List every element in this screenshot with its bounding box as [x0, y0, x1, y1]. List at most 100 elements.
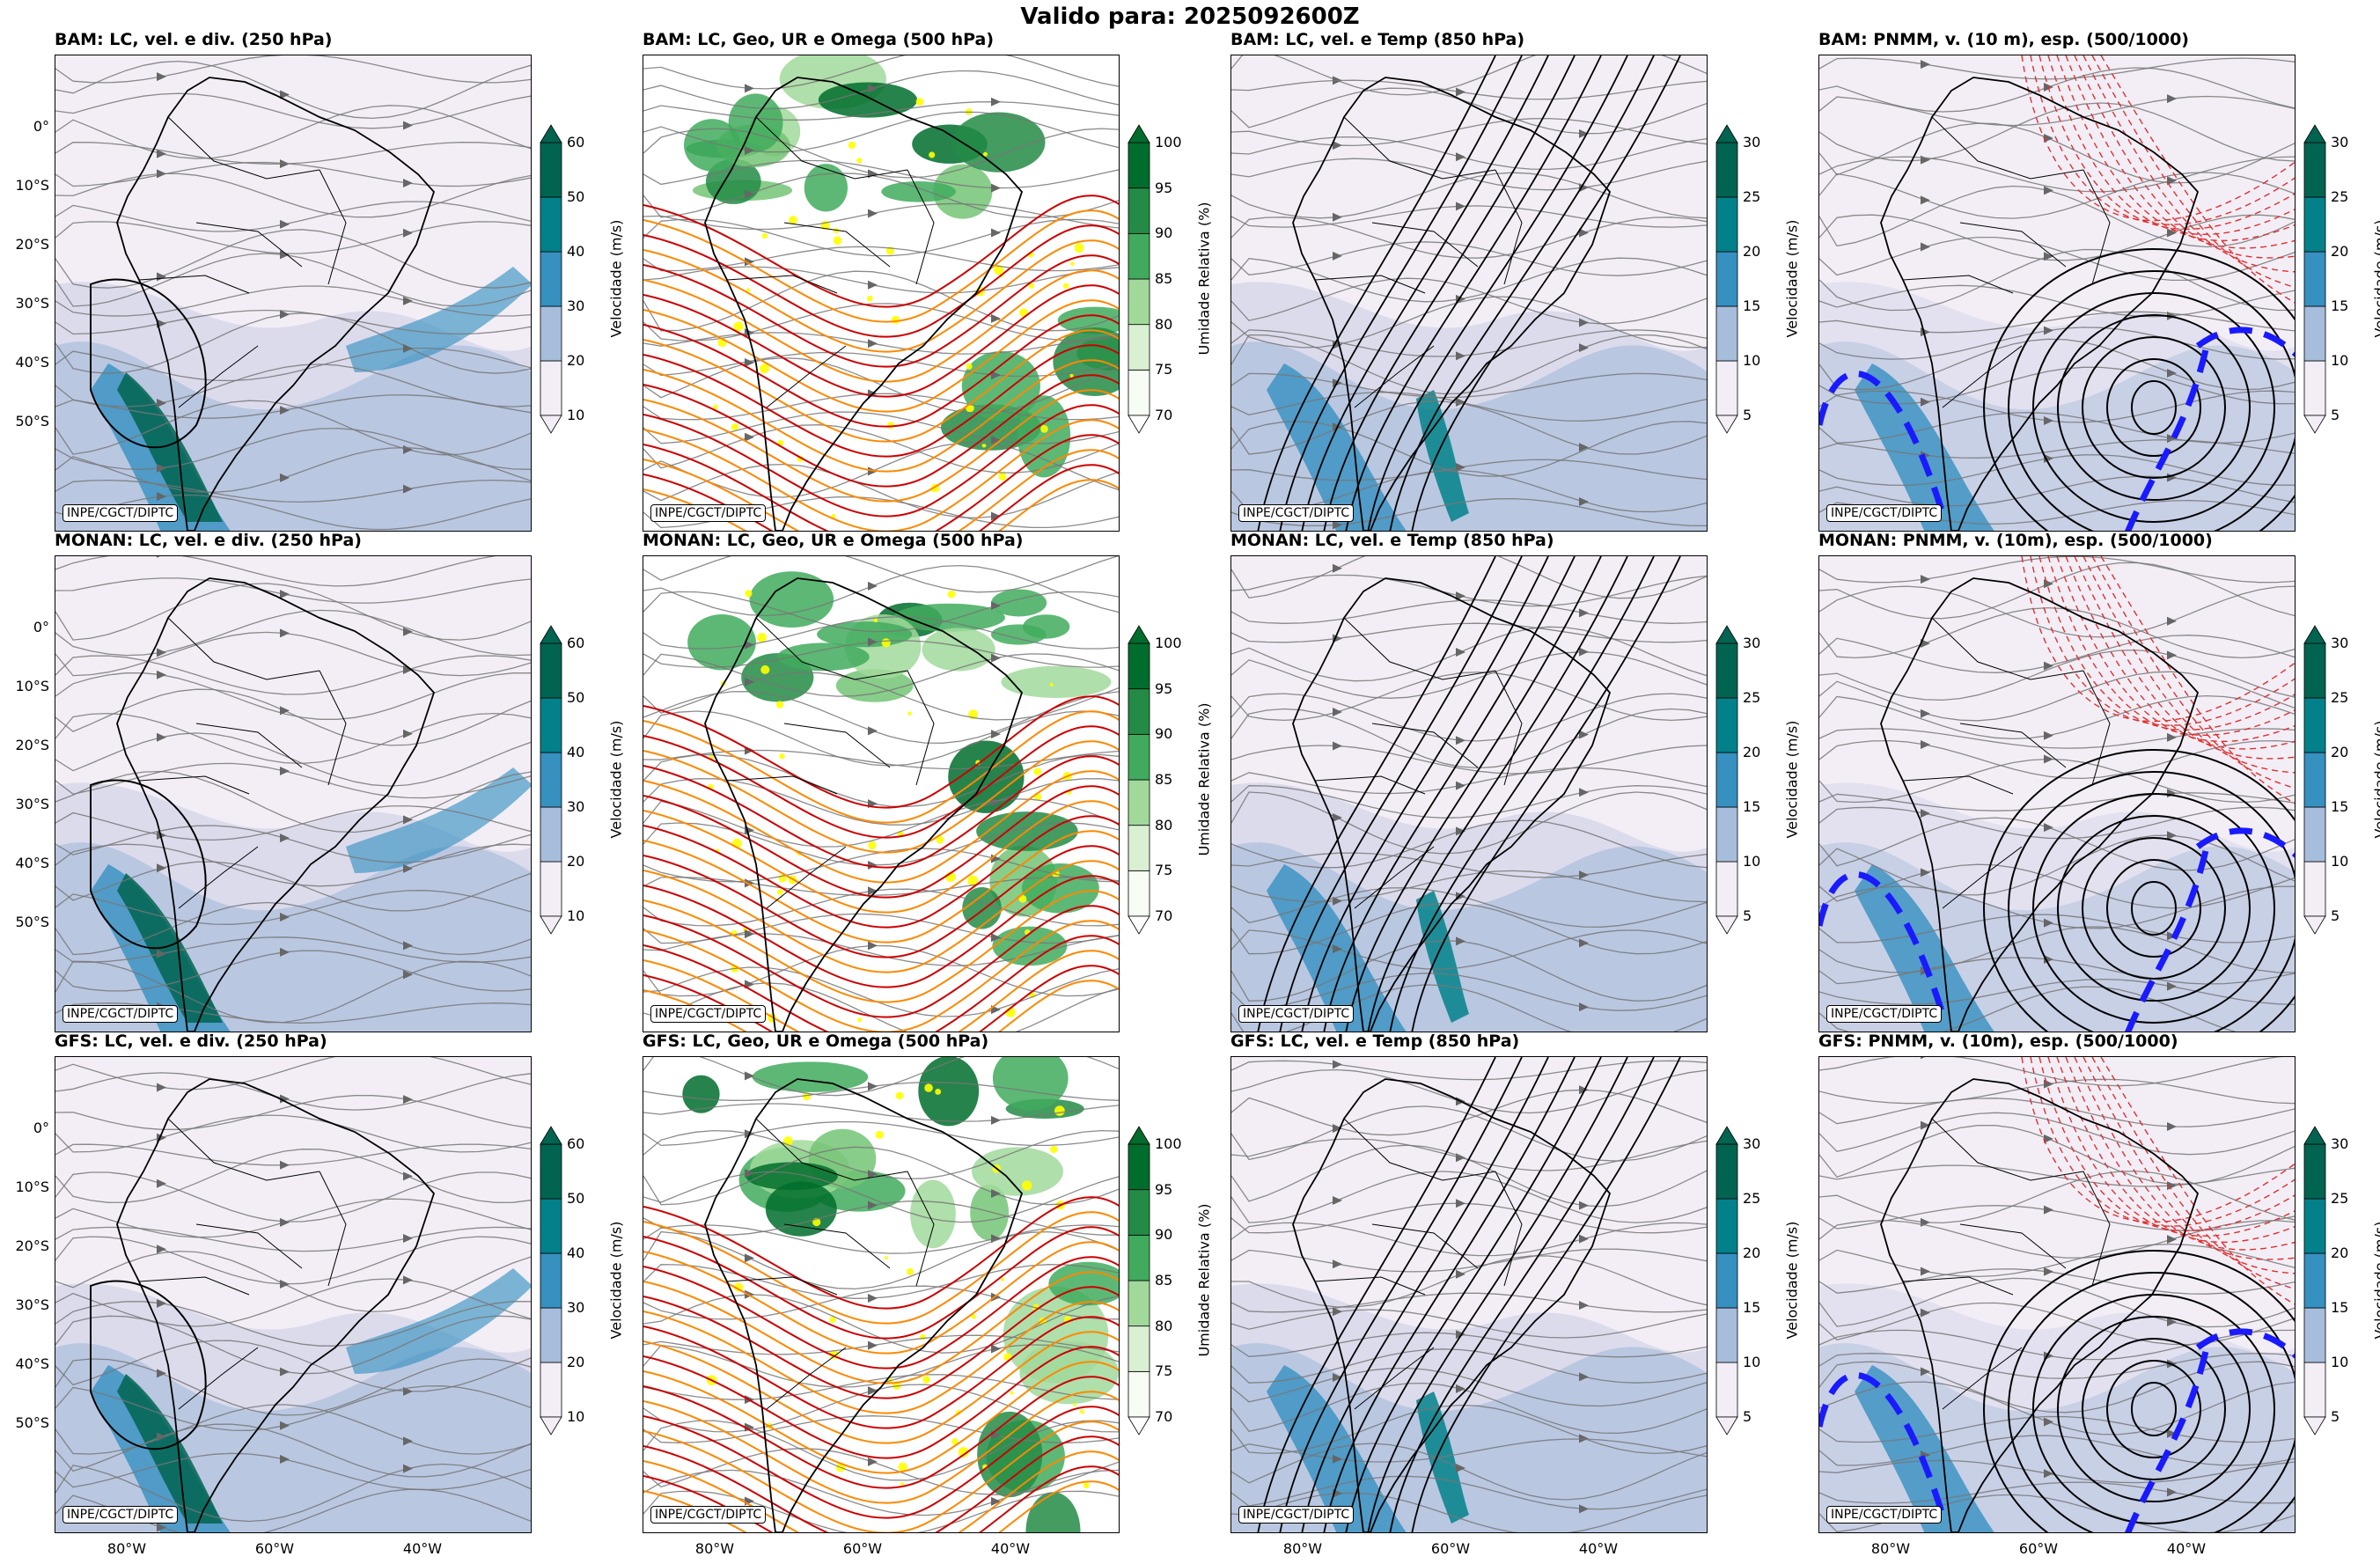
credit-label: INPE/CGCT/DIPTC [650, 504, 767, 522]
temperature-contour [1389, 55, 1655, 531]
thickness-5460-line [1819, 827, 2295, 1032]
streamline [55, 253, 531, 307]
streamline [643, 933, 1119, 966]
streamline-arrow [1579, 343, 1589, 353]
colorbar-segment [1715, 1307, 1738, 1363]
streamline-arrow [1921, 60, 1930, 70]
streamline [1819, 926, 2295, 973]
panel-title: MONAN: LC, vel. e div. (250 hPa) [55, 531, 362, 550]
colorbar-tick-label: 90 [1155, 224, 1173, 242]
coastline [1292, 77, 1612, 531]
colorbar-label: Umidade Relativa (%) [1195, 1203, 1213, 1357]
streamline-arrow [157, 1369, 166, 1378]
colorbar-tick-label: 20 [2331, 243, 2349, 260]
country-border [138, 275, 250, 294]
colorbar-extend-max [1128, 1126, 1150, 1145]
streamline-arrow [157, 949, 166, 958]
streamline [1231, 1255, 1707, 1308]
streamline [1819, 1277, 2295, 1328]
streamline-arrow [745, 1253, 754, 1263]
longitude-tick-label: 80°W [1870, 1540, 1911, 1557]
longitude-tick-label: 40°W [1578, 1540, 1619, 1557]
streamline-arrow [157, 648, 166, 657]
country-border [1371, 222, 1479, 268]
geopotential-contour [643, 479, 1119, 531]
streamline [55, 672, 531, 720]
country-border [319, 1171, 347, 1287]
latitude-tick-label: 50°S [15, 413, 49, 430]
colorbar-label: Velocidade (m/s) [1783, 219, 1801, 338]
panel-title: GFS: LC, vel. e Temp (850 hPa) [1230, 1032, 1520, 1051]
geopotential-contour [643, 1331, 1119, 1444]
streamline [1231, 1443, 1707, 1501]
streamline [55, 221, 531, 254]
streamline [643, 691, 1119, 744]
temperature-contour [1279, 55, 1523, 531]
streamline [1819, 1268, 2295, 1295]
temperature-contour [1323, 1057, 1576, 1532]
colorbar-segment [540, 752, 562, 808]
streamline [1819, 1415, 2295, 1443]
colorbar-extend-min [1128, 1416, 1150, 1436]
streamline-arrow [1921, 397, 1930, 407]
colorbar-segment [540, 1307, 562, 1363]
colorbar-tick-label: 5 [2331, 1408, 2340, 1425]
streamline-arrow [403, 178, 413, 187]
streamline-arrow [2167, 176, 2177, 186]
temperature-contour [1367, 556, 1628, 1032]
streamline [55, 825, 531, 863]
longitude-tick-label: 80°W [694, 1540, 735, 1557]
colorbar-tick-label: 30 [567, 297, 585, 314]
streamline-arrow [280, 766, 290, 775]
streamline-arrow [403, 1275, 413, 1285]
streamline-arrow [1456, 591, 1465, 601]
thickness-contour [2065, 55, 2295, 249]
latitude-tick-label: 0° [33, 1120, 49, 1136]
colorbar-label: Velocidade (m/s) [2371, 1221, 2380, 1340]
country-border [1942, 846, 2023, 909]
credit-label: INPE/CGCT/DIPTC [62, 1005, 179, 1023]
streamline [1231, 459, 1707, 481]
streamline-arrow [157, 72, 166, 82]
latitude-tick-label: 20°S [15, 1237, 49, 1254]
colorbar-tick-label: 80 [1155, 1317, 1173, 1334]
streamline-arrow [280, 706, 290, 716]
country-border [195, 222, 303, 268]
streamline-arrow [745, 1169, 754, 1179]
colorbar-label: Umidade Relativa (%) [1195, 702, 1213, 856]
streamline-arrow [1921, 575, 1930, 584]
streamline [55, 631, 531, 677]
streamline-arrow [868, 886, 878, 896]
panel-title: BAM: LC, vel. e div. (250 hPa) [55, 30, 333, 49]
colorbar-tick-label: 70 [1155, 907, 1173, 924]
streamline [643, 173, 1119, 218]
streamline [55, 1404, 531, 1455]
streamline-arrow [1333, 944, 1342, 954]
streamline-arrow [1579, 1201, 1589, 1210]
thickness-contour [2091, 556, 2295, 789]
map-panel-monan-250: INPE/CGCT/DIPTC [55, 555, 532, 1032]
streamline-arrow [403, 484, 413, 494]
temperature-contour [1257, 556, 1496, 1032]
latitude-tick-label: 10°S [15, 678, 49, 694]
streamline [1231, 334, 1707, 395]
geopotential-contour [643, 920, 1119, 1032]
streamline-arrow [1333, 1123, 1342, 1133]
colorbar-segment [540, 1362, 562, 1418]
geopotential-contour [643, 935, 1119, 1032]
colorbar-extend-max [2303, 124, 2326, 143]
streamline [1819, 95, 2295, 127]
streamline-arrow [403, 1386, 413, 1396]
streamline [1231, 1248, 1707, 1273]
streamline [1231, 55, 1707, 96]
colorbar-segment [1715, 1362, 1738, 1418]
colorbar-segment [2303, 305, 2326, 362]
colorbar-rh500 [1128, 1126, 1150, 1436]
country-border [907, 169, 935, 285]
colorbar-label: Velocidade (m/s) [607, 219, 625, 338]
streamline-arrow [1579, 870, 1589, 880]
streamline [643, 55, 1119, 90]
streamline-arrow [745, 84, 754, 93]
temperature-contour [1389, 1057, 1655, 1532]
streamline [1231, 671, 1707, 722]
